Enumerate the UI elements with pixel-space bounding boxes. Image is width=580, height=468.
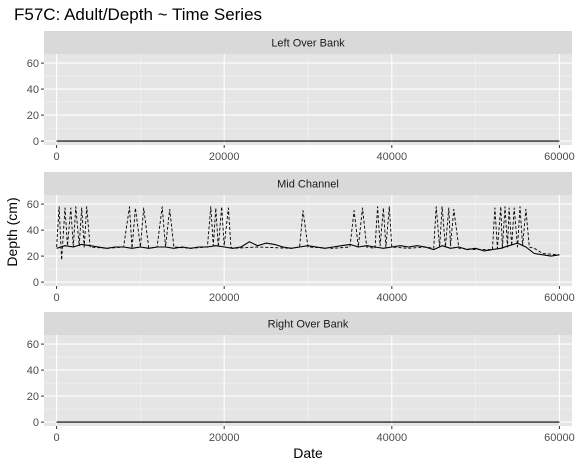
y-tick-label: 20: [27, 251, 39, 263]
facet-panel: Left Over Bank 0 20 40 60 0 20000 40000 60000: [27, 31, 575, 163]
series-line-dashed: [56, 206, 560, 261]
x-tick-label: 40000: [377, 292, 408, 304]
x-tick-label: 40000: [377, 432, 408, 444]
x-tick-label: 0: [54, 292, 60, 304]
y-tick-label: 0: [33, 417, 39, 429]
y-tick-label: 60: [27, 339, 39, 351]
facet-strip-label: Mid Channel: [277, 179, 339, 191]
y-tick-label: 0: [33, 277, 39, 289]
x-tick-label: 0: [54, 432, 60, 444]
chart-title: F57C: Adult/Depth ~ Time Series: [14, 5, 262, 24]
x-tick-label: 0: [54, 151, 60, 163]
facet-strip: [44, 31, 572, 54]
x-tick-label: 60000: [544, 432, 575, 444]
facet-panel: Right Over Bank 0 20 40 60 0 20000 40000 60000: [27, 312, 575, 444]
facet-strip: [44, 312, 572, 335]
x-axis-title: Date: [293, 445, 323, 461]
x-tick-label: 20000: [209, 432, 240, 444]
facet-strip: [44, 172, 572, 195]
y-tick-label: 40: [27, 225, 39, 237]
facet-strip-label: Left Over Bank: [271, 38, 345, 50]
facet-strip-label: Right Over Bank: [268, 319, 349, 331]
facet-panel: Mid Channel 0 20 40 60 0 20000 40000 60000: [27, 172, 575, 304]
y-tick-label: 0: [33, 136, 39, 148]
y-tick-label: 60: [27, 199, 39, 211]
x-tick-label: 40000: [377, 151, 408, 163]
y-axis-title: Depth (cm): [4, 197, 20, 266]
x-tick-label: 20000: [209, 151, 240, 163]
y-tick-label: 60: [27, 58, 39, 70]
x-tick-label: 60000: [544, 292, 575, 304]
y-tick-label: 20: [27, 391, 39, 403]
y-tick-label: 40: [27, 84, 39, 96]
y-tick-label: 40: [27, 365, 39, 377]
x-tick-label: 20000: [209, 292, 240, 304]
y-tick-label: 20: [27, 110, 39, 122]
x-tick-label: 60000: [544, 151, 575, 163]
